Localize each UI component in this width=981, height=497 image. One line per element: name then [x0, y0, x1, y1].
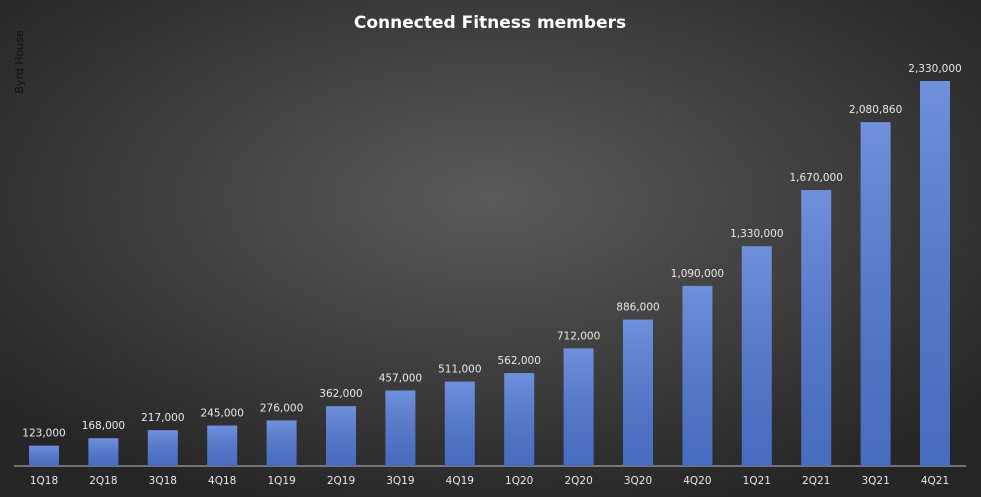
- value-label: 276,000: [260, 402, 303, 414]
- x-tick-label: 3Q21: [861, 475, 889, 487]
- x-tick-label: 2Q20: [564, 475, 592, 487]
- bar: [207, 425, 238, 466]
- bar: [563, 348, 594, 466]
- value-label: 168,000: [82, 420, 125, 432]
- x-tick-label: 3Q19: [386, 475, 414, 487]
- x-tick-label: 1Q19: [267, 475, 295, 487]
- bar: [266, 420, 297, 466]
- bar: [88, 438, 119, 466]
- bar: [860, 122, 891, 467]
- x-tick-label: 1Q21: [743, 475, 771, 487]
- value-label: 1,330,000: [730, 228, 783, 240]
- value-label: 712,000: [557, 330, 600, 342]
- value-label: 123,000: [22, 428, 65, 440]
- value-label: 362,000: [319, 388, 362, 400]
- x-tick-label: 4Q18: [208, 475, 236, 487]
- x-tick-label: 1Q20: [505, 475, 533, 487]
- x-tick-label: 4Q20: [683, 475, 711, 487]
- value-label: 2,080,860: [849, 104, 902, 116]
- x-tick-label: 3Q20: [624, 475, 652, 487]
- value-label: 457,000: [379, 372, 422, 384]
- watermark: Byrd House: [13, 30, 26, 94]
- bar: [444, 381, 475, 466]
- bar: [147, 430, 178, 466]
- bar: [504, 373, 535, 466]
- x-tick-label: 2Q19: [327, 475, 355, 487]
- bar: [801, 190, 832, 467]
- bar: [741, 246, 772, 466]
- bar: [623, 319, 653, 466]
- value-label: 511,000: [438, 364, 481, 376]
- bar: [920, 81, 950, 466]
- chart-title: Connected Fitness members: [354, 13, 626, 33]
- value-label: 1,090,000: [671, 268, 724, 280]
- x-tick-label: 4Q19: [446, 475, 474, 487]
- value-label: 886,000: [616, 302, 659, 314]
- x-tick-label: 2Q21: [802, 475, 830, 487]
- x-tick-label: 4Q21: [921, 475, 949, 487]
- bar: [29, 445, 59, 466]
- value-label: 2,330,000: [908, 63, 961, 75]
- value-label: 1,670,000: [789, 172, 842, 184]
- bar: [682, 285, 713, 466]
- value-label: 562,000: [497, 355, 540, 367]
- value-label: 245,000: [200, 408, 243, 420]
- bar: [326, 406, 356, 466]
- bar: [385, 390, 416, 466]
- x-tick-label: 1Q18: [30, 475, 58, 487]
- x-tick-label: 2Q18: [89, 475, 117, 487]
- x-tick-label: 3Q18: [149, 475, 177, 487]
- value-label: 217,000: [141, 412, 184, 424]
